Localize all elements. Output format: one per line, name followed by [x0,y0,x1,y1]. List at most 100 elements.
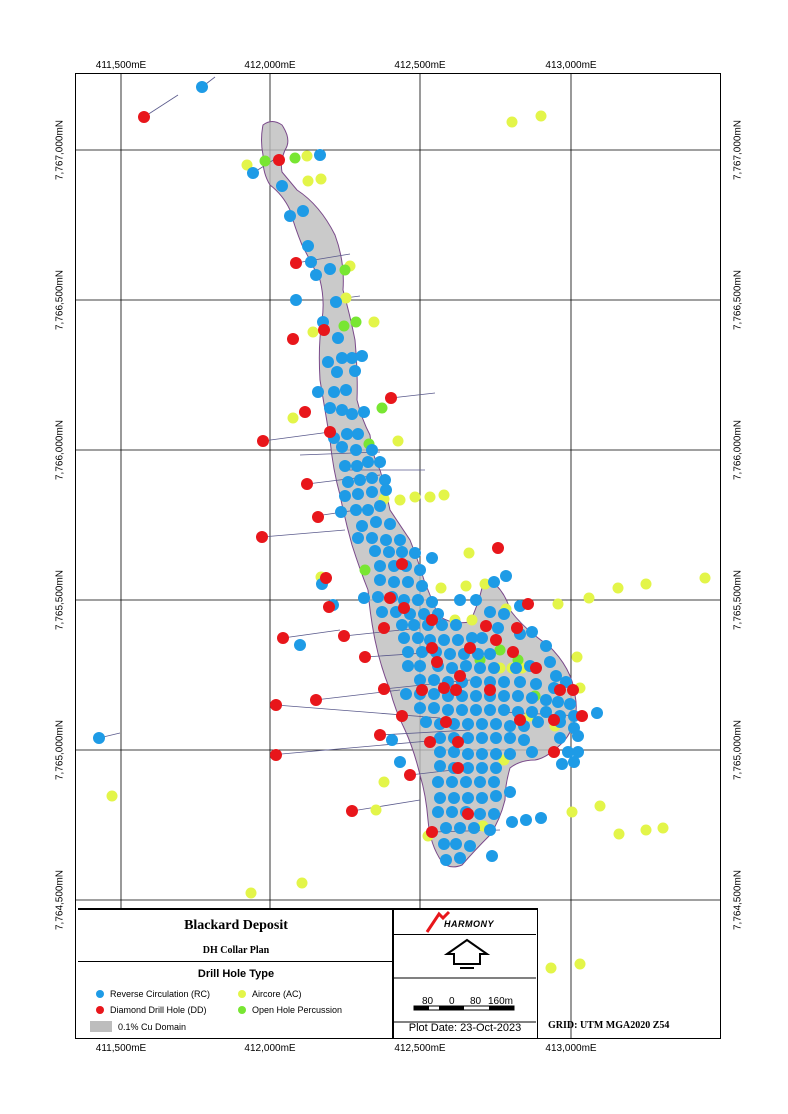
collar-rc [434,732,446,744]
collar-rc [535,812,547,824]
collar-rc [552,696,564,708]
collar-rc [386,734,398,746]
collar-ac [378,776,390,788]
legend-label-domain: 0.1% Cu Domain [118,1021,187,1032]
collar-rc [358,592,370,604]
collar-rc [350,504,362,516]
collar-rc [402,646,414,658]
collar-ac [106,790,118,802]
collar-dd [338,630,350,642]
collar-rc [428,702,440,714]
collar-dd [480,620,492,632]
legend-label-ohp: Open Hole Percussion [252,1005,343,1015]
collar-ac [640,578,652,590]
collar-ohp [494,644,506,656]
collar-dd [452,762,464,774]
collar-rc [462,792,474,804]
collar-dd [548,746,560,758]
collar-rc [414,674,426,686]
legend-item-ohp: Open Hole Percussion [238,1005,342,1015]
collar-rc [432,776,444,788]
collar-dd [378,622,390,634]
collar-rc [450,838,462,850]
legend-box: Blackard Deposit DH Collar Plan Drill Ho… [78,908,394,1038]
collar-dd [301,478,313,490]
collar-rc [591,707,603,719]
collar-rc [550,670,562,682]
legend-label-dd: Diamond Drill Hole (DD) [110,1005,207,1015]
collar-rc [460,776,472,788]
drill-trace [390,392,436,399]
collar-rc [486,850,498,862]
collar-dd [277,632,289,644]
collar-rc [506,816,518,828]
dd-dot-icon [96,1006,104,1014]
collar-ohp [339,264,351,276]
collar-rc [374,560,386,572]
x-label-top: 412,000mE [244,60,296,71]
collar-rc [476,732,488,744]
collar-rc [434,746,446,758]
collar-rc [383,546,395,558]
collar-rc [470,594,482,606]
collar-rc [556,758,568,770]
y-label-left: 7,765,500mN [54,569,66,631]
x-label-top: 411,500mE [95,60,147,71]
collar-rc [562,746,574,758]
rc-dot-icon [96,990,104,998]
ohp-dot-icon [238,1006,246,1014]
collar-rc [349,365,361,377]
collar-ac [506,116,518,128]
legend-subtitle: DH Collar Plan [202,945,270,956]
collar-rc [498,704,510,716]
x-label-bottom: 411,500mE [95,1043,147,1054]
collar-dd [385,392,397,404]
collar-rc [330,296,342,308]
collar-dd [438,682,450,694]
collar-ac [545,962,557,974]
collar-dd [320,572,332,584]
collar-rc [488,662,500,674]
collar-rc [454,822,466,834]
drill-trace [261,529,346,538]
collar-dd [270,749,282,761]
collar-rc [396,546,408,558]
collar-rc [416,646,428,658]
collar-rc [448,746,460,758]
collar-dd [514,714,526,726]
collar-ac [566,806,578,818]
collar-rc [428,688,440,700]
collar-rc [568,756,580,768]
collar-rc [554,732,566,744]
collar-rc [374,456,386,468]
y-label-left: 7,766,500mN [54,269,66,331]
collar-dd [346,805,358,817]
collar-rc [366,472,378,484]
cu-domain [261,121,577,868]
y-label-right: 7,766,500mN [732,269,744,331]
grid-lines [76,74,720,1038]
collar-rc [352,428,364,440]
collar-ohp [350,316,362,328]
collar-dd [257,435,269,447]
collar-rc [440,822,452,834]
collar-rc [572,730,584,742]
y-label-left: 7,766,000mN [54,419,66,481]
collar-rc [484,824,496,836]
collar-rc [490,748,502,760]
legend-item-rc: Reverse Circulation (RC) [96,989,210,999]
collar-rc [356,520,368,532]
collar-dd [290,257,302,269]
collar-rc [518,734,530,746]
collar-rc [540,640,552,652]
collar-ac [479,578,491,590]
scale-label-2: 0 [449,996,455,1007]
collar-rc [324,402,336,414]
collar-rc [409,547,421,559]
collar-rc [464,840,476,852]
collar-rc [512,690,524,702]
collar-rc [434,760,446,772]
collar-rc [339,460,351,472]
drill-trace [269,739,441,756]
collar-rc [322,356,334,368]
